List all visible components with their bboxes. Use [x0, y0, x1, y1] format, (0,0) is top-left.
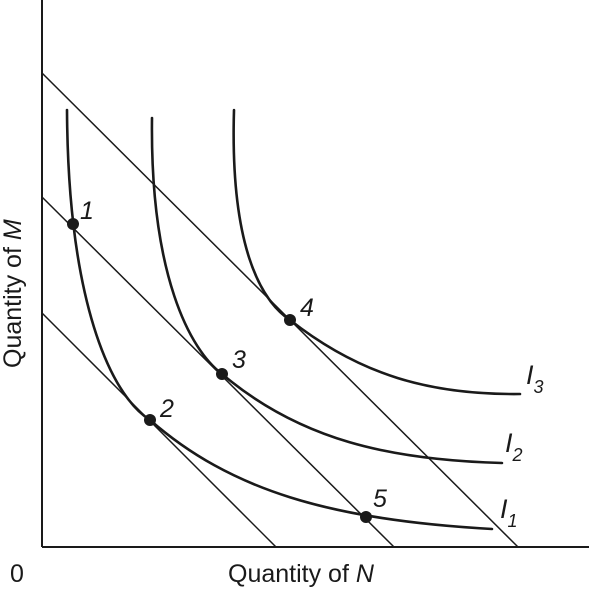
- origin-label: 0: [10, 560, 24, 588]
- point-5-marker: [360, 511, 372, 523]
- point-5-label: 5: [373, 485, 387, 513]
- point-1-marker: [67, 218, 79, 230]
- point-3-marker: [216, 368, 228, 380]
- point-2-marker: [144, 414, 156, 426]
- point-4-label: 4: [300, 294, 314, 322]
- x-axis-label: Quantity of N: [228, 560, 375, 588]
- indifference-curve-3: [232, 108, 522, 396]
- point-1-label: 1: [80, 197, 94, 225]
- point-4-marker: [284, 314, 296, 326]
- indifference-curve-2: [150, 116, 504, 465]
- curve-label-i2: I2: [505, 428, 523, 465]
- indifference-curve-1: [65, 108, 494, 531]
- curve-label-i1: I1: [500, 494, 518, 531]
- budget-line-high: [41, 72, 519, 548]
- budget-line-low: [41, 312, 277, 548]
- y-axis-label: Quantity of M: [0, 219, 27, 368]
- curve-label-i3: I3: [526, 360, 544, 397]
- point-2-label: 2: [159, 395, 174, 423]
- point-3-label: 3: [232, 346, 246, 374]
